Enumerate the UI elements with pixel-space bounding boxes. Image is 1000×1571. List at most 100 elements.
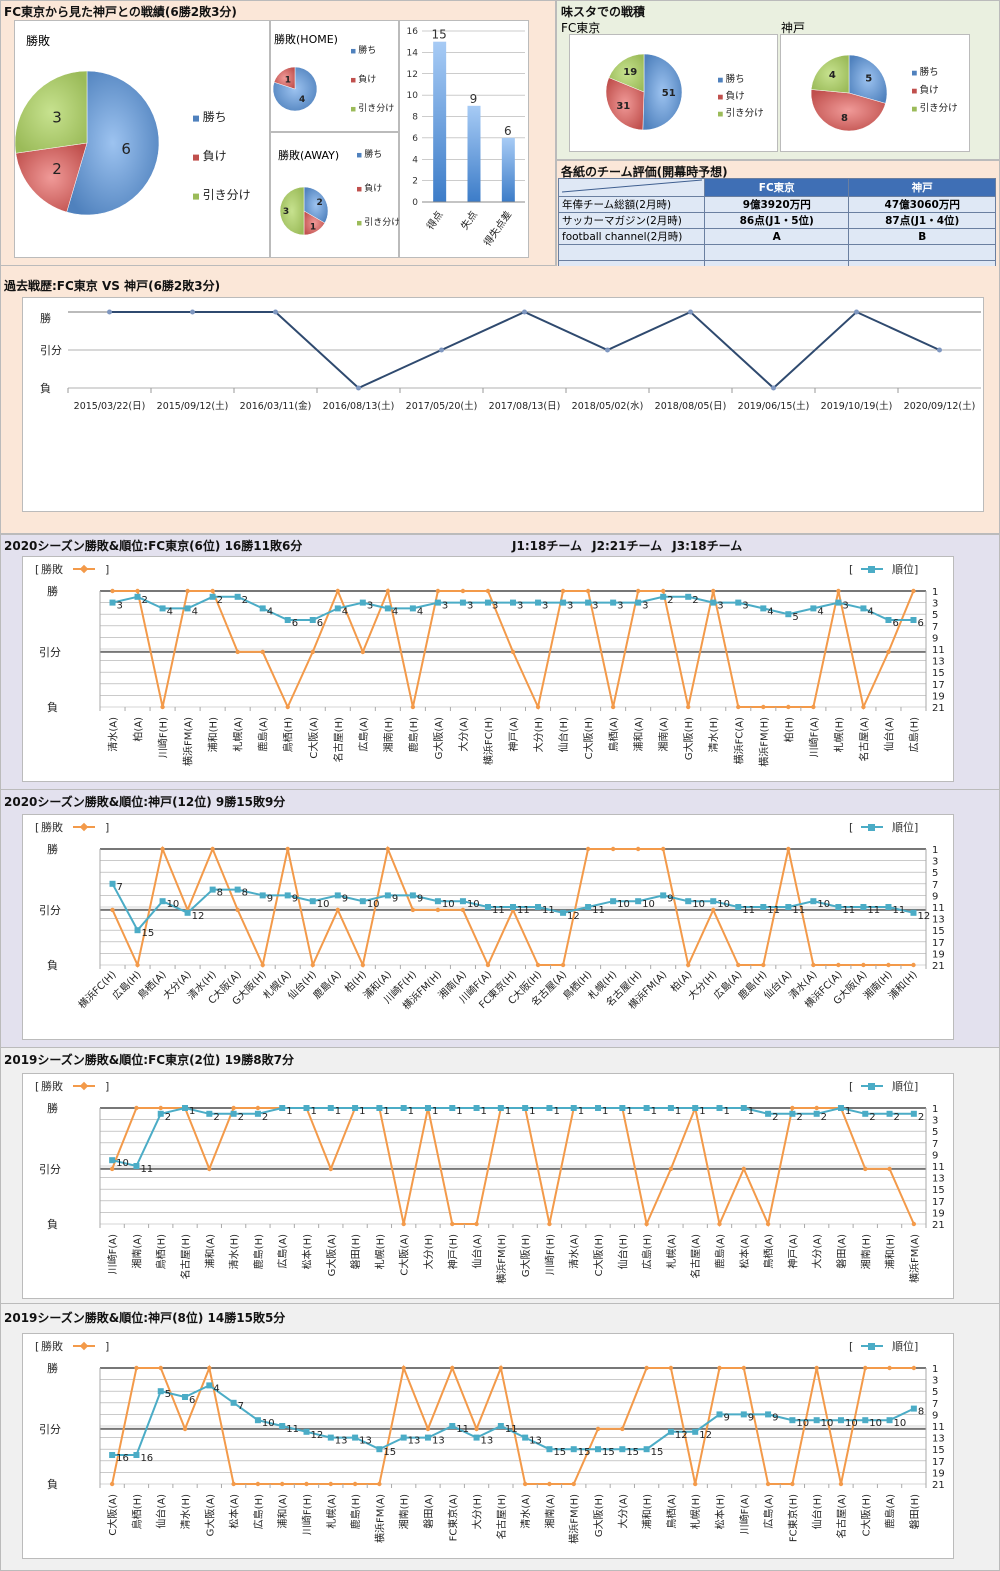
rank-point <box>835 904 842 910</box>
rank-data-label: 4 <box>767 606 773 617</box>
rank-point <box>760 605 767 612</box>
rank-data-label: 11 <box>892 905 905 916</box>
rank-tick-label: 1 <box>932 1104 938 1115</box>
result-point <box>790 1105 795 1111</box>
history-chart-panel: 勝引分負 2015/03/22(日) 2015/09/12(土) 2016/03/11… <box>22 297 984 512</box>
y-tick-label: 2 <box>412 177 418 187</box>
rank-data-label: 11 <box>286 1424 299 1435</box>
home-pie-panel: 勝敗(HOME) 4 1 勝ち 負け 引き分け <box>270 20 399 132</box>
x-tick-label: 鹿島(H) <box>349 1494 362 1529</box>
rank-data-label: 4 <box>267 606 273 617</box>
result-point <box>260 649 265 655</box>
legend-label-rank: 順位] <box>892 1339 918 1353</box>
legend-swatch-loss <box>193 154 199 161</box>
result-point <box>134 1105 139 1111</box>
rank-point <box>710 898 717 905</box>
rank-data-label: 2 <box>667 595 673 606</box>
rank-point <box>685 593 692 600</box>
rank-data-label: 10 <box>821 1418 834 1429</box>
rank-point <box>716 1411 723 1418</box>
rank-data-label: 1 <box>724 1106 730 1117</box>
x-tick-label: 磐田(H) <box>349 1234 362 1269</box>
rank-point <box>595 1105 602 1111</box>
history-point <box>605 347 610 353</box>
rank-tick-label: 1 <box>932 587 938 598</box>
x-tick-label: G大阪(H) <box>682 717 695 760</box>
x-tick-label: 仙台(A) <box>471 1234 484 1269</box>
pie-data-label-win: 4 <box>299 95 305 105</box>
rank-line <box>111 1106 914 1168</box>
x-tick-label: 湘南(H) <box>398 1494 411 1529</box>
result-point <box>435 907 441 913</box>
history-point <box>688 309 693 315</box>
rank-point <box>740 1105 747 1111</box>
rank-tick-label: 5 <box>932 610 938 621</box>
result-point <box>109 1166 115 1172</box>
rank-point <box>303 1105 310 1111</box>
y-tick-label: 6 <box>412 134 418 144</box>
result-point <box>158 1365 163 1371</box>
rank-data-label: 8 <box>242 888 248 899</box>
league-size-note: J1:18チーム J2:21チーム J3:18チーム <box>512 539 743 553</box>
rank-point <box>182 1394 189 1400</box>
y-level-draw: 引分 <box>40 343 62 357</box>
rank-tick-label: 15 <box>932 1445 945 1456</box>
rank-point <box>159 605 166 612</box>
eval-tokyo-value <box>703 244 850 261</box>
legend-label-loss: 負け <box>920 84 939 96</box>
rank-data-label: 8 <box>918 1407 924 1418</box>
legend-bracket: [ <box>35 821 39 834</box>
rank-tick-label: 11 <box>932 1162 945 1173</box>
eval-table: FC東京 神戸 年俸チーム総額(2月時) 9億3920万円 47億3060万円 サッ… <box>558 178 996 277</box>
rank-data-label: 10 <box>692 899 705 910</box>
rank-tick-label: 13 <box>932 1434 945 1445</box>
pie-data-label-loss: 8 <box>841 113 848 124</box>
rank-point <box>760 904 767 910</box>
rank-point <box>789 1110 796 1117</box>
x-tick-label: 湘南(A) <box>657 717 670 752</box>
rank-data-label: 4 <box>392 606 398 617</box>
rank-data-label: 4 <box>213 1383 219 1394</box>
result-point <box>547 1221 552 1227</box>
legend-label-result: 勝敗 <box>41 1339 63 1353</box>
result-point <box>498 1365 504 1371</box>
pie-slice-win <box>848 54 888 104</box>
result-point <box>235 907 240 913</box>
result-point <box>786 846 791 852</box>
legend-label-rank: 順位] <box>892 562 918 576</box>
result-point <box>110 907 115 913</box>
rank-tick-label: 3 <box>932 857 938 868</box>
x-tick-label: 湘南(H) <box>859 1234 872 1269</box>
history-point <box>356 385 361 391</box>
rank-point <box>449 1105 456 1111</box>
legend-label-draw: 引き分け <box>358 103 394 114</box>
rank-point <box>230 1110 237 1117</box>
rank-tick-label: 21 <box>932 1220 945 1231</box>
result-point <box>135 962 140 968</box>
x-tick-label: 仙台(A) <box>155 1494 168 1529</box>
season-2020-tokyo-title: 2020シーズン勝敗&順位:FC東京(6位) 16勝11敗6分 <box>4 539 303 553</box>
rank-point <box>610 599 617 606</box>
rank-data-label: 10 <box>845 1418 858 1429</box>
rank-point <box>334 892 341 899</box>
y-level-loss: 負 <box>47 959 58 972</box>
y-level-loss: 負 <box>47 1218 58 1231</box>
rank-point <box>585 599 592 606</box>
rank-point <box>522 1105 529 1111</box>
legend-swatch-draw <box>357 220 362 226</box>
rank-data-label: 9 <box>667 893 673 904</box>
x-tick-label: 浦和(H) <box>885 968 919 1002</box>
y-tick-label: 8 <box>412 113 418 123</box>
rank-data-label: 1 <box>578 1106 584 1117</box>
x-tick-label: C大阪(H) <box>859 1494 872 1536</box>
rank-data-label: 11 <box>767 905 780 916</box>
x-tick-label: 仙台(A) <box>882 717 895 752</box>
stadium-fc-label: FC東京 <box>561 21 601 35</box>
x-tick-label: 神戸(A) <box>786 1234 799 1269</box>
rank-point <box>134 593 141 600</box>
result-point <box>328 1481 333 1487</box>
x-tick-label: C大阪(A) <box>307 717 320 759</box>
